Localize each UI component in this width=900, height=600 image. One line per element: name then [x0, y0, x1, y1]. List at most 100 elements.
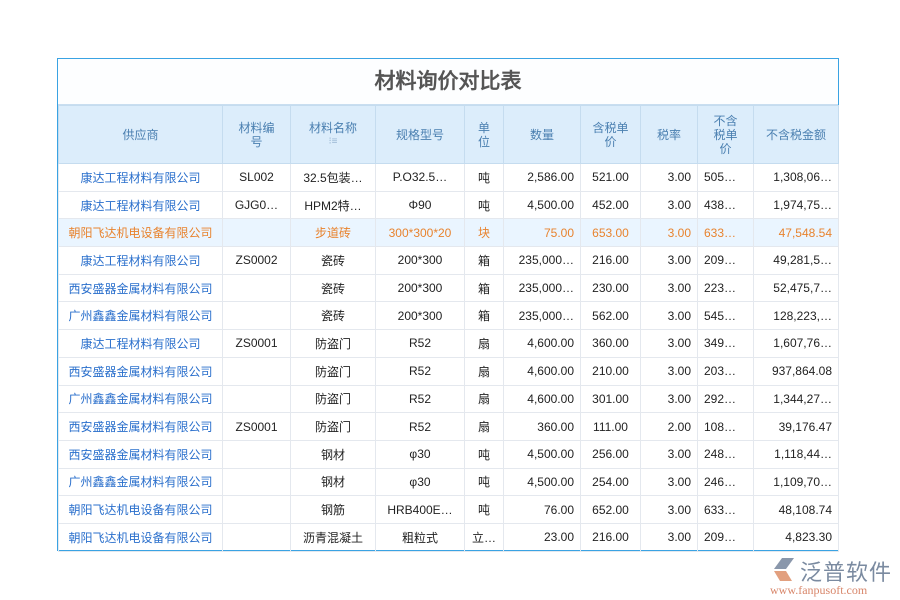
table-row[interactable]: 西安盛器金属材料有限公司 防盗门 R52 扇 4,600.00 210.00 3.00 203…: [58, 356, 839, 386]
supplier-link[interactable]: 西安盛器金属材料有限公司: [58, 439, 223, 469]
cell-8: 633…: [697, 218, 754, 248]
table-row[interactable]: 广州鑫鑫金属材料有限公司 防盗门 R52 扇 4,600.00 301.00 3.00 292…: [58, 384, 839, 414]
table-row[interactable]: 西安盛器金属材料有限公司 ZS0001 防盗门 R52 扇 360.00 111.00 2.0…: [58, 412, 839, 441]
cell-2: 沥青混凝土: [290, 522, 376, 552]
supplier-link[interactable]: 康达工程材料有限公司: [58, 246, 223, 275]
column-header-8[interactable]: 不含税单价: [697, 105, 754, 164]
cell-2: HPM2特…: [290, 190, 376, 220]
cell-2: 钢材: [290, 439, 376, 469]
cell-9: 128,223,…: [753, 301, 839, 331]
brand-logo: 泛普软件 www.fanpusoft.com: [770, 553, 900, 598]
cell-7: 3.00: [640, 439, 698, 469]
column-header-label: 材料名称: [308, 120, 357, 135]
supplier-link[interactable]: 西安盛器金属材料有限公司: [58, 412, 223, 441]
table-row[interactable]: 朝阳飞达机电设备有限公司 沥青混凝土 粗粒式 立… 23.00 216.00 3.00 209…: [58, 522, 839, 552]
cell-2: 瓷砖: [290, 273, 376, 303]
column-header-3[interactable]: 规格型号: [375, 105, 465, 164]
column-header-1[interactable]: 材料编号: [222, 105, 291, 164]
cell-2: 瓷砖: [290, 301, 376, 331]
column-header-0[interactable]: 供应商: [58, 105, 223, 164]
cell-7: 3.00: [640, 522, 698, 552]
logo-mark-icon: [774, 558, 794, 581]
cell-1: [222, 439, 291, 469]
cell-3: R52: [375, 412, 465, 441]
column-header-label: 数量: [529, 127, 554, 142]
cell-1: [222, 356, 291, 386]
cell-9: 48,108.74: [753, 495, 839, 524]
cell-4: 箱: [464, 273, 504, 303]
cell-5: 75.00: [503, 218, 581, 248]
supplier-link[interactable]: 康达工程材料有限公司: [58, 163, 223, 192]
supplier-link[interactable]: 朝阳飞达机电设备有限公司: [58, 218, 223, 248]
cell-8: 349…: [697, 329, 754, 358]
cell-8: 633…: [697, 495, 754, 524]
page-title: 材料询价对比表: [58, 59, 838, 105]
supplier-link[interactable]: 康达工程材料有限公司: [58, 329, 223, 358]
cell-1: [222, 218, 291, 248]
cell-3: P.O32.5…: [375, 163, 465, 192]
column-header-9[interactable]: 不含税金额: [753, 105, 839, 164]
cell-6: 301.00: [580, 384, 641, 414]
cell-8: 108…: [697, 412, 754, 441]
cell-1: [222, 384, 291, 414]
cell-7: 3.00: [640, 384, 698, 414]
supplier-link[interactable]: 西安盛器金属材料有限公司: [58, 356, 223, 386]
cell-6: 230.00: [580, 273, 641, 303]
cell-9: 39,176.47: [753, 412, 839, 441]
column-header-5[interactable]: 数量: [503, 105, 581, 164]
cell-8: 545…: [697, 301, 754, 331]
cell-3: 200*300: [375, 273, 465, 303]
cell-2: 钢材: [290, 467, 376, 497]
logo-url: www.fanpusoft.com: [770, 583, 868, 597]
sort-icon[interactable]: ⁝≡: [328, 135, 338, 147]
table-row[interactable]: 康达工程材料有限公司 GJG0… HPM2特… Φ90 吨 4,500.00 452.00 3…: [58, 190, 839, 220]
cell-2: 防盗门: [290, 412, 376, 441]
cell-5: 4,600.00: [503, 329, 581, 358]
table-row[interactable]: 西安盛器金属材料有限公司 钢材 φ30 吨 4,500.00 256.00 3.00 248……: [58, 439, 839, 469]
column-header-6[interactable]: 含税单价: [580, 105, 641, 164]
cell-4: 扇: [464, 384, 504, 414]
table-row[interactable]: 康达工程材料有限公司 SL002 32.5包装… P.O32.5… 吨 2,586.00 5…: [58, 163, 839, 192]
supplier-link[interactable]: 广州鑫鑫金属材料有限公司: [58, 301, 223, 331]
column-header-label: 不含税单价: [713, 113, 738, 156]
cell-3: Φ90: [375, 190, 465, 220]
cell-2: 防盗门: [290, 329, 376, 358]
cell-7: 3.00: [640, 356, 698, 386]
table-row[interactable]: 广州鑫鑫金属材料有限公司 瓷砖 200*300 箱 235,000… 562.00 3.00…: [58, 301, 839, 331]
column-header-7[interactable]: 税率: [640, 105, 698, 164]
table-row[interactable]: 朝阳飞达机电设备有限公司 步道砖 300*300*20 块 75.00 653.00 3.0…: [58, 218, 839, 248]
column-header-4[interactable]: 单位: [464, 105, 504, 164]
supplier-link[interactable]: 广州鑫鑫金属材料有限公司: [58, 384, 223, 414]
cell-8: 209…: [697, 522, 754, 552]
cell-2: 防盗门: [290, 356, 376, 386]
table-row[interactable]: 西安盛器金属材料有限公司 瓷砖 200*300 箱 235,000… 230.00 3.00…: [58, 273, 839, 303]
cell-3: 300*300*20: [375, 218, 465, 248]
cell-9: 937,864.08: [753, 356, 839, 386]
cell-4: 扇: [464, 329, 504, 358]
table-row[interactable]: 广州鑫鑫金属材料有限公司 钢材 φ30 吨 4,500.00 254.00 3.00 246……: [58, 467, 839, 497]
supplier-link[interactable]: 朝阳飞达机电设备有限公司: [58, 522, 223, 552]
cell-7: 3.00: [640, 190, 698, 220]
supplier-link[interactable]: 西安盛器金属材料有限公司: [58, 273, 223, 303]
cell-4: 吨: [464, 467, 504, 497]
supplier-link[interactable]: 朝阳飞达机电设备有限公司: [58, 495, 223, 524]
table-row[interactable]: 康达工程材料有限公司 ZS0001 防盗门 R52 扇 4,600.00 360.00 3.0…: [58, 329, 839, 358]
cell-6: 521.00: [580, 163, 641, 192]
supplier-link[interactable]: 广州鑫鑫金属材料有限公司: [58, 467, 223, 497]
cell-9: 1,607,76…: [753, 329, 839, 358]
cell-2: 步道砖: [290, 218, 376, 248]
cell-1: [222, 495, 291, 524]
table-row[interactable]: 康达工程材料有限公司 ZS0002 瓷砖 200*300 箱 235,000… 216.00…: [58, 246, 839, 275]
cell-7: 2.00: [640, 412, 698, 441]
cell-5: 360.00: [503, 412, 581, 441]
cell-9: 4,823.30: [753, 522, 839, 552]
table-row[interactable]: 朝阳飞达机电设备有限公司 钢筋 HRB400E… 吨 76.00 652.00 3.00 63…: [58, 495, 839, 524]
cell-5: 4,600.00: [503, 384, 581, 414]
supplier-link[interactable]: 康达工程材料有限公司: [58, 190, 223, 220]
cell-4: 吨: [464, 439, 504, 469]
column-header-2[interactable]: 材料名称 ⁝≡: [290, 105, 376, 164]
cell-2: 钢筋: [290, 495, 376, 524]
cell-1: ZS0001: [222, 329, 291, 358]
cell-3: 粗粒式: [375, 522, 465, 552]
cell-2: 瓷砖: [290, 246, 376, 275]
